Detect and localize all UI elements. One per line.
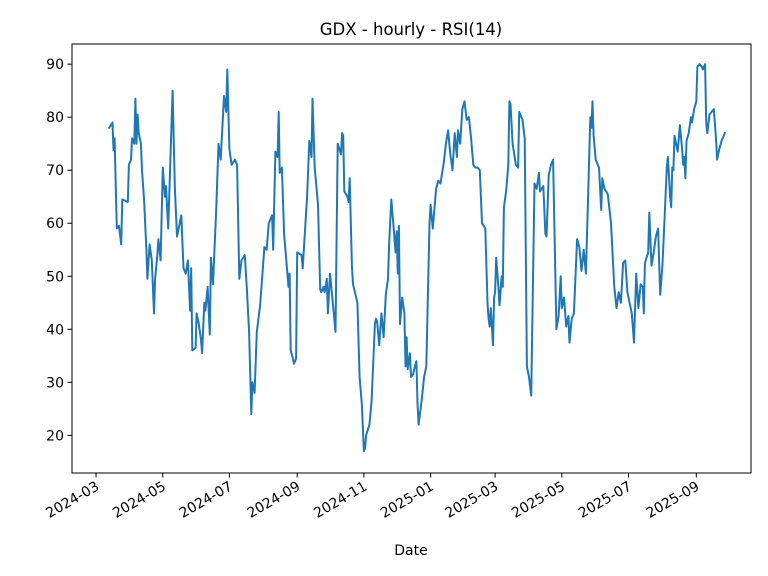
y-tick-label: 20 — [46, 428, 64, 444]
y-tick-label: 30 — [46, 375, 64, 391]
y-tick-label: 60 — [46, 216, 64, 232]
y-tick-label: 70 — [46, 163, 64, 179]
y-tick-label: 40 — [46, 322, 64, 338]
y-tick-label: 90 — [46, 57, 64, 73]
chart-title: GDX - hourly - RSI(14) — [320, 20, 503, 39]
rsi-series-line — [107, 63, 727, 453]
y-tick-label: 80 — [46, 110, 64, 126]
plot-area — [71, 43, 752, 474]
x-axis-label: Date — [394, 543, 427, 559]
axes-frame — [71, 43, 752, 474]
y-tick-label: 50 — [46, 269, 64, 285]
y-axis: 20 30 40 50 60 70 80 90 — [46, 57, 72, 444]
